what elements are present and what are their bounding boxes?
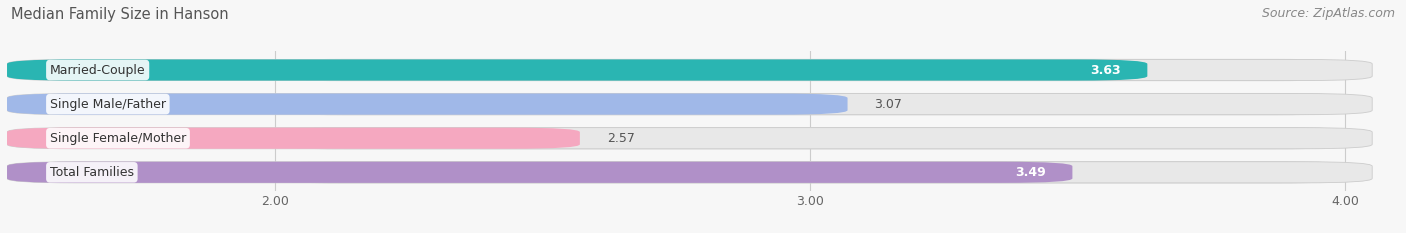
- FancyBboxPatch shape: [7, 93, 1372, 115]
- Text: 3.63: 3.63: [1090, 64, 1121, 76]
- Text: Median Family Size in Hanson: Median Family Size in Hanson: [11, 7, 229, 22]
- FancyBboxPatch shape: [7, 59, 1372, 81]
- Text: 2.57: 2.57: [606, 132, 634, 145]
- FancyBboxPatch shape: [7, 162, 1073, 183]
- FancyBboxPatch shape: [7, 59, 1147, 81]
- Text: Married-Couple: Married-Couple: [49, 64, 145, 76]
- Text: Single Female/Mother: Single Female/Mother: [49, 132, 186, 145]
- FancyBboxPatch shape: [7, 128, 1372, 149]
- Text: Single Male/Father: Single Male/Father: [49, 98, 166, 111]
- Text: 3.07: 3.07: [875, 98, 903, 111]
- Text: 3.49: 3.49: [1015, 166, 1046, 179]
- FancyBboxPatch shape: [7, 162, 1372, 183]
- Text: Total Families: Total Families: [49, 166, 134, 179]
- FancyBboxPatch shape: [274, 93, 1346, 115]
- FancyBboxPatch shape: [274, 128, 1346, 149]
- Text: Source: ZipAtlas.com: Source: ZipAtlas.com: [1261, 7, 1395, 20]
- FancyBboxPatch shape: [7, 93, 848, 115]
- FancyBboxPatch shape: [7, 128, 579, 149]
- FancyBboxPatch shape: [274, 59, 1346, 81]
- FancyBboxPatch shape: [274, 162, 1346, 183]
